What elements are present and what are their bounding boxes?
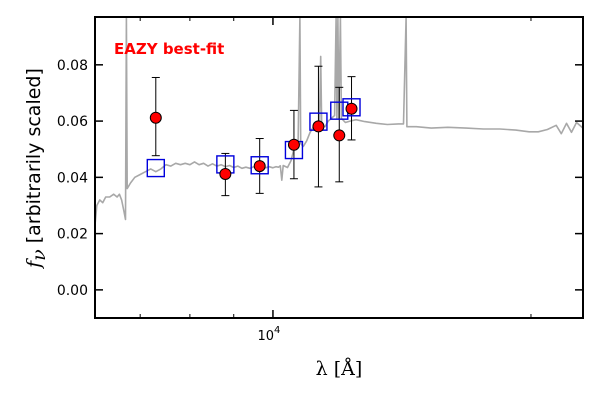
svg-text:fν[arbitrarily scaled]: fν [arbitrarily scaled]: [23, 68, 50, 270]
observed-flux-point-3: [253, 160, 266, 173]
y-tick-label-2: 0.04: [57, 170, 88, 186]
model-flux-square-3: [250, 156, 269, 175]
x-tick-label-0: 104: [257, 325, 280, 344]
observed-flux-point-5: [312, 120, 325, 133]
observed-flux-point-1: [149, 111, 162, 124]
x-axis-label: λ [Å]: [316, 358, 363, 380]
model-flux-square-1: [146, 158, 165, 178]
y-tick-label-3: 0.06: [57, 114, 88, 130]
y-axis-label-symbol: f: [23, 258, 45, 270]
y-tick-label-4: 0.08: [57, 58, 88, 74]
observed-flux-point-7: [345, 102, 358, 115]
y-axis-label-text: [arbitrarily scaled]: [23, 68, 45, 243]
plot-frame: [94, 16, 584, 319]
y-tick-label-1: 0.02: [57, 227, 88, 243]
y-axis-label-subscript: ν: [28, 249, 50, 261]
template-spectrum-line: [95, 17, 583, 226]
y-axis-label: fν [arbitrarily scaled]: [23, 68, 50, 270]
observed-flux-point-2: [219, 167, 232, 180]
observed-flux-point-6: [333, 129, 346, 142]
model-flux-square-7: [342, 98, 361, 117]
annotation-label: EAZY best-fit: [114, 40, 224, 58]
y-tick-label-0: 0.00: [57, 283, 88, 299]
observed-flux-point-4: [287, 138, 300, 151]
